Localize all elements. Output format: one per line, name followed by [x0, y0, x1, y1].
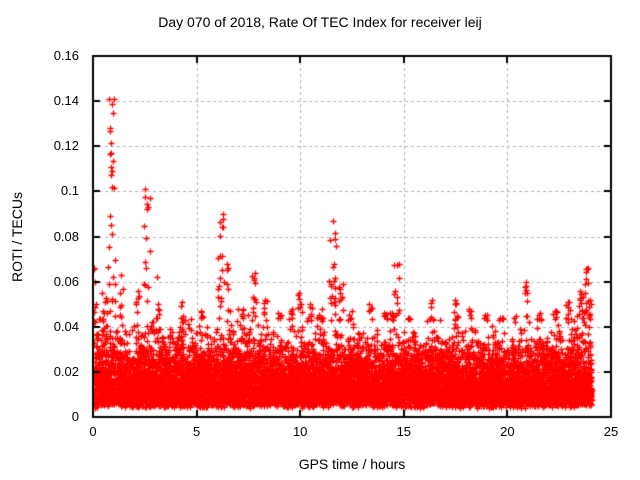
- x-axis-label: GPS time / hours: [298, 456, 406, 472]
- y-tick-label: 0.12: [53, 138, 79, 154]
- x-tick-label: 5: [192, 424, 201, 439]
- x-tick-label: 20: [500, 424, 515, 439]
- x-tick-label: 10: [292, 424, 308, 439]
- y-tick-label: 0.1: [60, 183, 79, 199]
- y-tick-label: 0.14: [53, 93, 79, 109]
- y-tick-label: 0: [71, 409, 79, 424]
- chart-title: Day 070 of 2018, Rate Of TEC Index for r…: [158, 14, 482, 30]
- y-tick-label: 0.16: [53, 48, 79, 63]
- x-tick-label: 0: [89, 424, 97, 439]
- x-tick-label: 25: [603, 424, 619, 439]
- y-tick-label: 0.08: [53, 228, 79, 244]
- y-tick-label: 0.02: [53, 363, 79, 379]
- y-tick-label: 0.04: [53, 318, 79, 334]
- y-tick-label: 0.06: [53, 273, 79, 289]
- x-tick-label: 15: [396, 424, 412, 439]
